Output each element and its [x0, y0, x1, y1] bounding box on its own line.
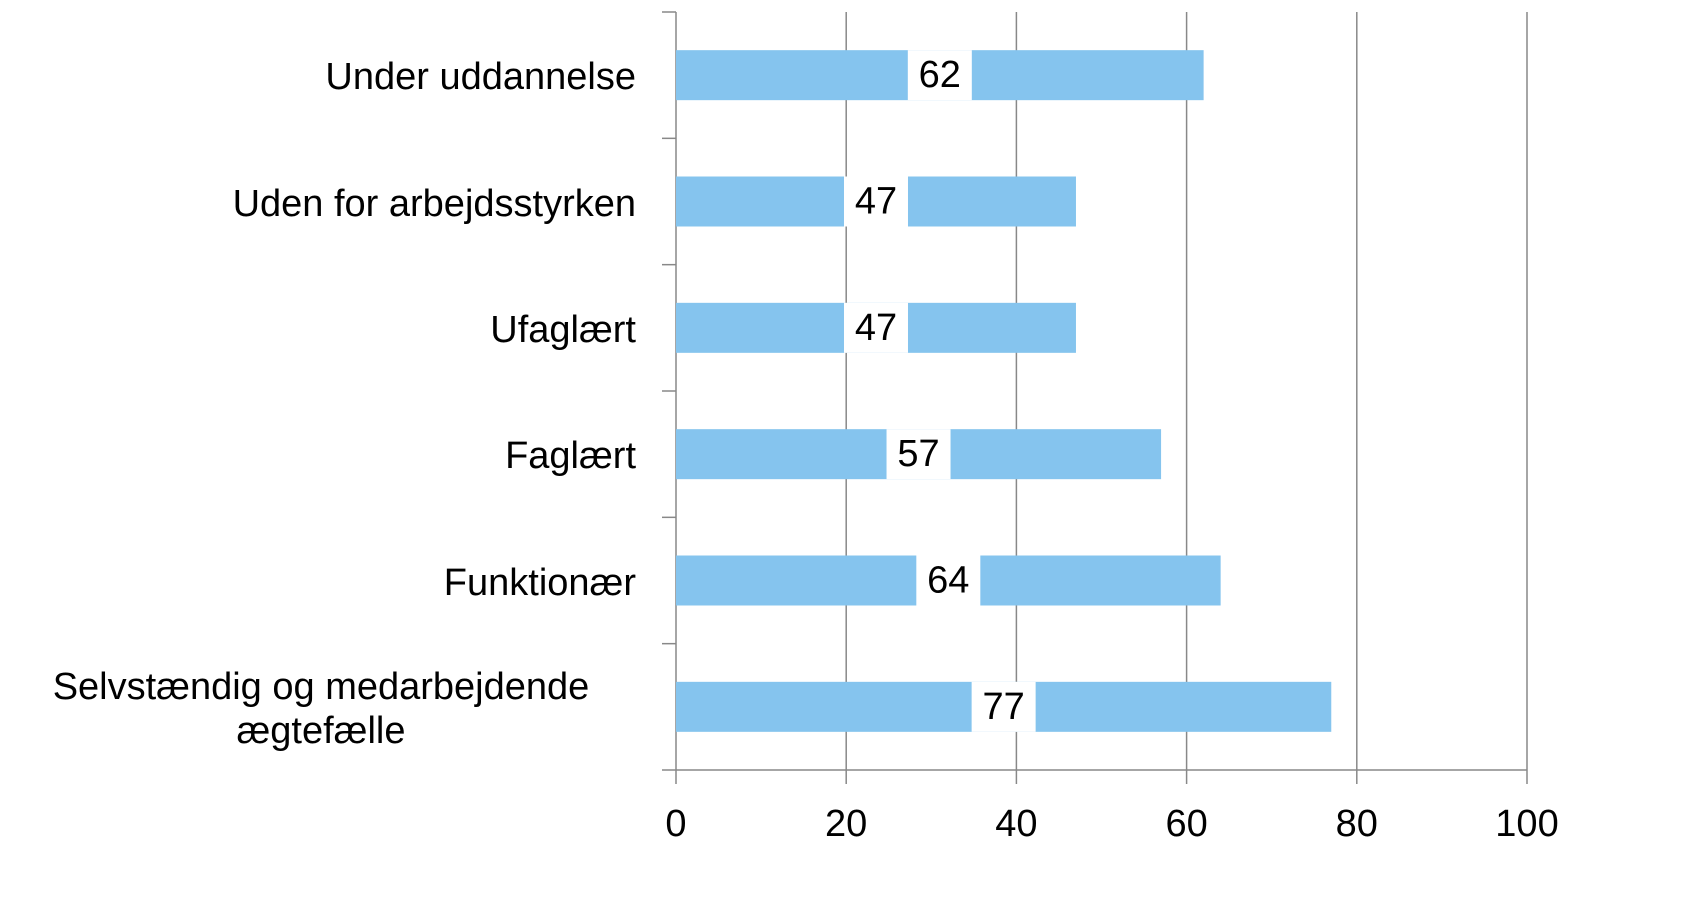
value-label-bg: [843, 302, 908, 353]
category-text: Under uddannelse: [325, 56, 636, 99]
value-label-bg: [843, 176, 908, 227]
value-label-bg: [907, 50, 972, 101]
category-text: Selvstændig og medarbejdende ægtefælle: [52, 665, 590, 752]
value-label: 77: [982, 686, 1024, 728]
x-tick-label: 60: [1165, 803, 1207, 845]
x-tick-label: 40: [995, 803, 1037, 845]
category-label: Under uddannelse: [0, 55, 636, 99]
value-label-bg: [971, 681, 1036, 732]
value-label: 47: [855, 181, 897, 223]
category-label: Selvstændig og medarbejdende ægtefælle: [0, 665, 636, 753]
x-tick-label: 20: [825, 803, 867, 845]
category-label: Funktionær: [0, 561, 636, 605]
category-text: Ufaglært: [490, 308, 636, 351]
x-tick-label: 100: [1495, 803, 1558, 845]
category-label: Faglært: [0, 434, 636, 478]
category-label: Uden for arbejdsstyrken: [0, 182, 636, 226]
value-label-bg: [916, 555, 981, 606]
value-label-bg: [886, 429, 951, 480]
x-tick-label: 0: [665, 803, 686, 845]
x-tick-label: 80: [1336, 803, 1378, 845]
category-label: Ufaglært: [0, 308, 636, 352]
value-label: 47: [855, 307, 897, 349]
value-label: 62: [919, 54, 961, 96]
category-text: Faglært: [505, 435, 636, 478]
value-label: 64: [927, 560, 969, 602]
category-text: Funktionær: [443, 561, 636, 604]
value-label: 57: [897, 433, 939, 475]
category-text: Uden for arbejdsstyrken: [232, 182, 636, 225]
